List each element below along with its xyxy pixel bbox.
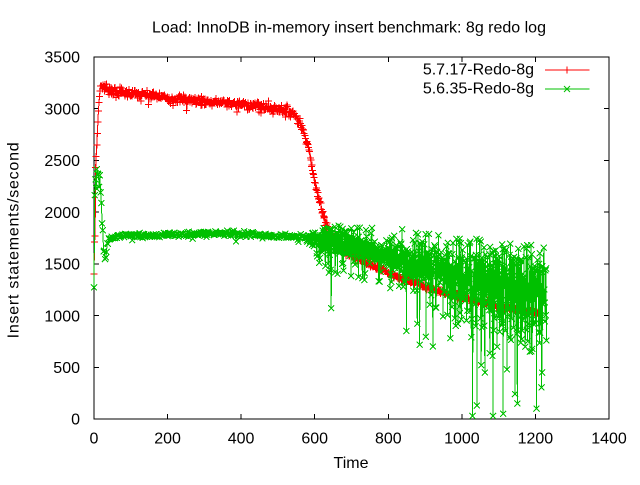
svg-text:Insert statements/second: Insert statements/second [6, 142, 23, 339]
svg-text:1000: 1000 [444, 431, 480, 448]
svg-text:200: 200 [154, 431, 181, 448]
svg-text:3500: 3500 [44, 50, 80, 67]
svg-text:0: 0 [90, 431, 99, 448]
svg-text:1500: 1500 [44, 257, 80, 274]
svg-text:800: 800 [375, 431, 402, 448]
svg-text:5.7.17-Redo-8g: 5.7.17-Redo-8g [423, 62, 534, 79]
svg-text:0: 0 [71, 412, 80, 429]
svg-text:500: 500 [53, 360, 80, 377]
svg-text:2000: 2000 [44, 205, 80, 222]
svg-text:400: 400 [228, 431, 255, 448]
svg-text:1200: 1200 [518, 431, 554, 448]
svg-text:600: 600 [301, 431, 328, 448]
svg-text:Time: Time [334, 455, 369, 472]
svg-text:2500: 2500 [44, 153, 80, 170]
svg-text:5.6.35-Redo-8g: 5.6.35-Redo-8g [423, 81, 534, 98]
svg-text:3000: 3000 [44, 101, 80, 118]
svg-text:Load: InnoDB in-memory insert: Load: InnoDB in-memory insert benchmark:… [152, 19, 546, 36]
svg-text:1000: 1000 [44, 308, 80, 325]
svg-text:1400: 1400 [591, 431, 627, 448]
